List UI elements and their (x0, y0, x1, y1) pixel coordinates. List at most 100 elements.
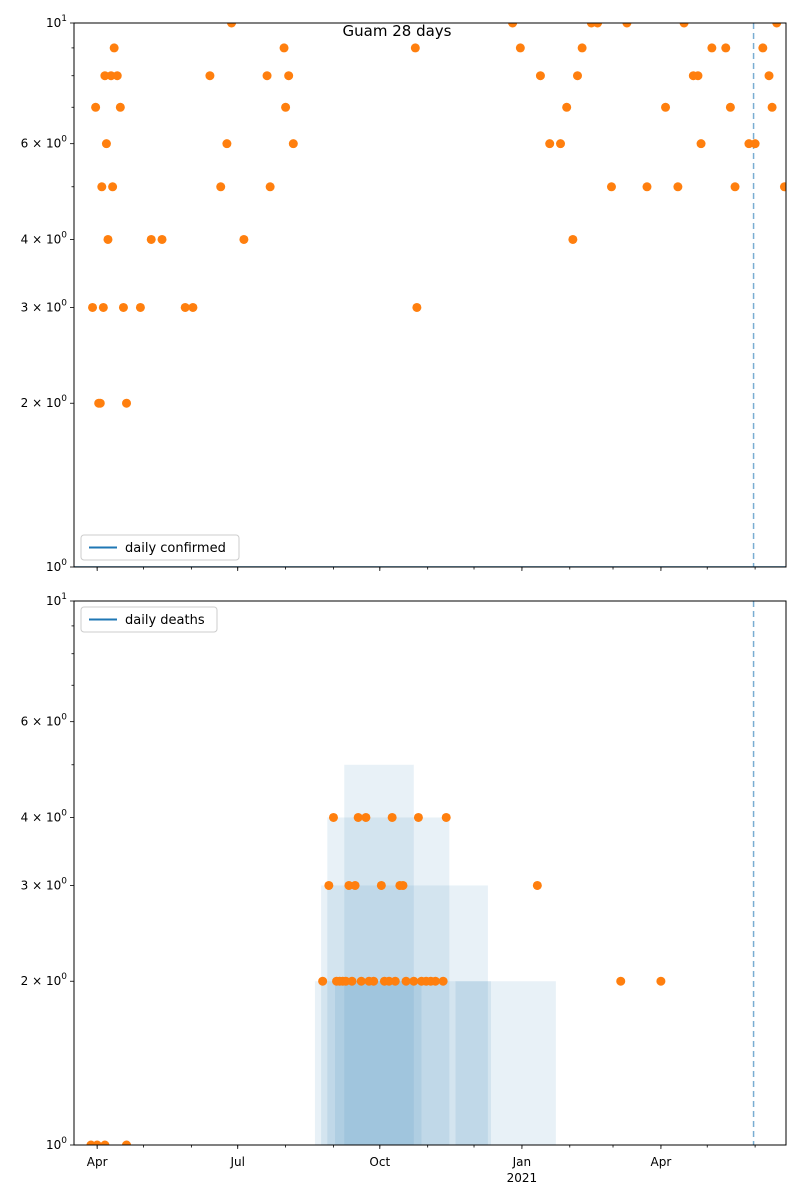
data-point-38 (556, 139, 566, 149)
data-point-63 (772, 23, 782, 28)
data-point-10 (115, 102, 125, 112)
data-point-61 (764, 71, 774, 81)
data-point-29 (281, 102, 291, 112)
data-point-19 (376, 880, 386, 890)
data-point-18 (369, 976, 379, 986)
y-tick-label-2: 3 × 100 (21, 876, 68, 892)
data-point-49 (673, 182, 683, 192)
data-point-16 (361, 812, 371, 822)
data-point-12 (347, 976, 357, 986)
data-point-28 (279, 43, 289, 53)
y-tick-label-3: 4 × 100 (21, 230, 68, 246)
data-point-32 (430, 976, 440, 986)
data-point-27 (409, 976, 419, 986)
data-point-5 (101, 139, 111, 149)
data-point-54 (707, 43, 717, 53)
band-0 (314, 981, 556, 1145)
data-point-40 (568, 234, 578, 244)
y-tick-label-4: 6 × 100 (21, 135, 68, 151)
data-point-3 (97, 182, 107, 192)
data-point-13 (350, 880, 360, 890)
data-point-34 (441, 812, 451, 822)
band-3 (344, 764, 414, 1145)
data-point-10 (341, 976, 351, 986)
x-tick-label-4: Apr (651, 1155, 672, 1169)
legend: daily deaths (80, 606, 218, 633)
data-point-24 (227, 23, 237, 28)
data-point-46 (622, 23, 632, 28)
y-tick-label-5: 101 (46, 14, 67, 30)
data-point-16 (135, 302, 145, 312)
data-point-35 (515, 43, 525, 53)
legend-box (80, 606, 218, 633)
data-point-1 (92, 1140, 102, 1145)
data-point-26 (262, 71, 272, 81)
x-tick-label-3: Jan (512, 1155, 532, 1169)
data-point-33 (438, 976, 448, 986)
data-point-34 (508, 23, 518, 28)
data-point-3 (122, 1140, 132, 1145)
legend: daily confirmed (80, 534, 240, 561)
data-point-44 (593, 23, 603, 28)
y-tick-label-5: 101 (46, 592, 67, 608)
data-point-2 (100, 1140, 110, 1145)
data-point-37 (656, 976, 666, 986)
axes-frame (73, 600, 787, 1146)
data-point-36 (535, 71, 545, 81)
data-point-18 (157, 234, 167, 244)
data-point-55 (721, 43, 731, 53)
data-point-36 (616, 976, 626, 986)
data-point-35 (532, 880, 542, 890)
data-point-11 (344, 880, 354, 890)
data-point-4 (318, 976, 328, 986)
data-point-19 (180, 302, 190, 312)
legend-label: daily confirmed (125, 541, 226, 556)
data-point-48 (661, 102, 671, 112)
data-point-56 (725, 102, 735, 112)
data-point-39 (562, 102, 572, 112)
y-tick-label-4: 6 × 100 (21, 713, 68, 729)
data-point-22 (387, 812, 397, 822)
data-point-21 (384, 976, 394, 986)
data-point-50 (679, 23, 689, 28)
data-point-53 (696, 139, 706, 149)
data-point-9 (112, 71, 122, 81)
data-point-25 (239, 234, 249, 244)
data-point-8 (109, 43, 119, 53)
data-point-17 (146, 234, 156, 244)
data-point-20 (188, 302, 198, 312)
data-point-64 (779, 182, 786, 192)
data-point-59 (750, 139, 760, 149)
data-point-13 (95, 398, 105, 408)
data-point-22 (216, 182, 226, 192)
data-point-41 (572, 71, 582, 81)
data-point-58 (744, 139, 754, 149)
data-point-14 (353, 812, 363, 822)
data-point-21 (205, 71, 215, 81)
axes-frame (73, 22, 787, 568)
data-point-6 (328, 812, 338, 822)
confirmed-panel: 100 2 × 100 3 × 100 4 × 100 6 × 100 101 daily … (21, 14, 787, 574)
data-point-15 (122, 398, 132, 408)
data-point-23 (390, 976, 400, 986)
data-point-26 (401, 976, 411, 986)
data-point-14 (98, 302, 108, 312)
data-point-30 (284, 71, 294, 81)
band-4 (335, 981, 422, 1145)
data-point-11 (118, 302, 128, 312)
data-point-42 (577, 43, 587, 53)
figure-title: Guam 28 days (343, 22, 452, 40)
data-point-52 (693, 71, 703, 81)
data-point-12 (108, 182, 118, 192)
band-5 (455, 981, 492, 1145)
deaths-panel: Apr Jul Oct Jan 2021 Apr 100 2 × 100 3 × 100 4 × … (21, 592, 787, 1185)
x-tick-sublabel-3: 2021 (507, 1171, 538, 1185)
data-point-31 (288, 139, 298, 149)
x-tick-label-2: Oct (369, 1155, 390, 1169)
data-point-37 (545, 139, 555, 149)
data-point-7 (106, 71, 116, 81)
y-tick-label-1: 2 × 100 (21, 972, 68, 988)
legend-label: daily deaths (125, 613, 205, 628)
data-point-28 (413, 812, 423, 822)
